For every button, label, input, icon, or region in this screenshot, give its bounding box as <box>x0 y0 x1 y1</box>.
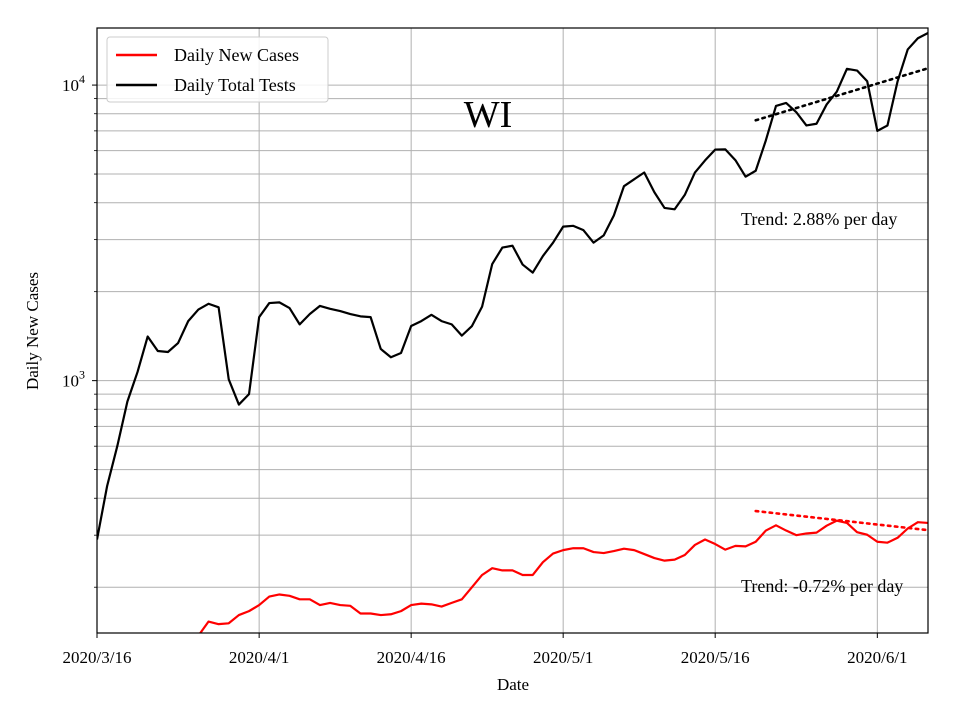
trend-line-daily-total-tests <box>754 66 928 122</box>
series-line-daily-new-cases <box>198 519 928 633</box>
x-axis-label: Date <box>497 675 529 694</box>
y-tick-label: 103 <box>62 368 85 391</box>
annotations: Trend: -0.72% per day Trend: 2.88% per da… <box>741 209 903 596</box>
legend-label: Daily Total Tests <box>174 75 296 95</box>
series-line-daily-total-tests <box>97 32 928 540</box>
x-tick-label: 2020/4/1 <box>229 648 289 667</box>
x-tick-label: 2020/6/1 <box>847 648 907 667</box>
legend: Daily New Cases Daily Total Tests <box>106 36 329 103</box>
ticks: 2020/3/16 2020/4/1 2020/4/16 2020/5/1 2020/5… <box>62 72 908 667</box>
x-tick-label: 2020/5/1 <box>533 648 593 667</box>
x-tick-label: 2020/3/16 <box>63 648 132 667</box>
series-layer <box>97 32 928 633</box>
x-tick-label: 2020/5/16 <box>681 648 750 667</box>
trend-annotation: Trend: 2.88% per day <box>741 209 897 229</box>
trend-annotation: Trend: -0.72% per day <box>741 576 903 596</box>
legend-label: Daily New Cases <box>174 45 299 65</box>
chart-title: WI <box>464 94 513 136</box>
y-axis-label: Daily New Cases <box>23 272 42 390</box>
y-tick-label: 104 <box>62 72 85 95</box>
x-tick-label: 2020/4/16 <box>377 648 446 667</box>
legend-box <box>106 36 329 103</box>
trend-line-daily-new-cases <box>754 509 928 532</box>
plot-frame <box>96 27 929 634</box>
